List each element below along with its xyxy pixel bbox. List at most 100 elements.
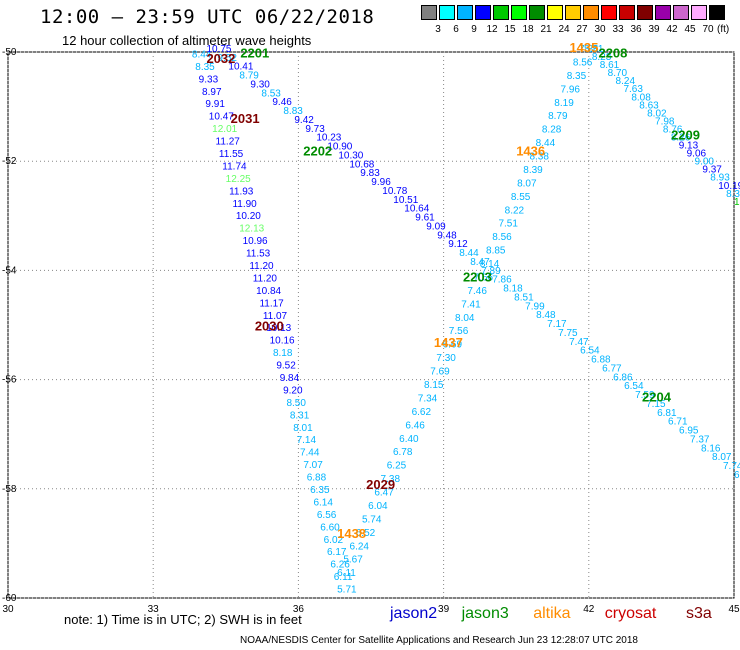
wave-height-value: 7.86 (579, 44, 599, 55)
wave-height-value: 8.22 (505, 205, 525, 216)
wave-height-value: 7.38 (381, 474, 401, 485)
wave-height-value: 7.44 (300, 448, 320, 459)
legend-swatch (421, 5, 437, 20)
wave-height-value: 8.04 (455, 313, 475, 324)
wave-height-value: 8.97 (202, 87, 222, 98)
satellite-name: cryosat (604, 605, 657, 622)
wave-height-value: 10.78 (382, 186, 407, 197)
wave-height-value: 6.95 (679, 426, 699, 437)
wave-height-value: 8.02 (647, 108, 667, 119)
wave-height-value: 6.81 (657, 408, 677, 419)
wave-height-value: 12.01 (212, 124, 237, 135)
pass-time-label: 2208 (598, 45, 627, 60)
pass-time-label: 2201 (240, 45, 269, 60)
legend-label: 18 (522, 24, 534, 35)
wave-height-value: 7.66 (474, 272, 494, 283)
wave-height-value: 7.07 (303, 460, 323, 471)
wave-height-value: 7.89 (481, 266, 501, 277)
wave-height-value: 8.18 (503, 284, 523, 295)
legend-label: 39 (648, 24, 660, 35)
legend-swatch (673, 5, 689, 20)
wave-height-value: 11.74 (222, 161, 247, 172)
lon-label: 42 (583, 604, 595, 615)
wave-height-value: 11.90 (232, 199, 257, 210)
legend-label: 30 (594, 24, 606, 35)
legend-swatch (637, 5, 653, 20)
wave-height-value: 8.47 (470, 257, 490, 268)
lon-label: 30 (2, 604, 14, 615)
wave-height-value: 8.55 (511, 192, 531, 203)
wave-height-value: 8.56 (492, 232, 512, 243)
wave-height-value: 8.24 (616, 76, 636, 87)
wave-height-value: 7.34 (418, 393, 438, 404)
wave-height-value: 7.30 (436, 353, 456, 364)
pass-time-label: 2209 (671, 127, 700, 142)
pass-time-label: 1435 (569, 40, 598, 55)
wave-height-value: 8.79 (548, 111, 568, 122)
legend-swatch (619, 5, 635, 20)
wave-height-value: 9.42 (294, 115, 314, 126)
map-note: note: 1) Time is in UTC; 2) SWH is in fe… (64, 612, 302, 627)
wave-height-value: 6.77 (602, 363, 622, 374)
wave-height-value: 8.18 (273, 348, 293, 359)
satellite-name: jason2 (390, 605, 438, 622)
wave-height-value: 6.60 (320, 522, 340, 533)
legend-swatch (655, 5, 671, 20)
lon-label: 36 (293, 604, 305, 615)
legend-label: 15 (504, 24, 516, 35)
wave-height-value: 5.67 (343, 555, 363, 566)
wave-height-value: 6.88 (307, 473, 327, 484)
wave-height-value: 7.47 (569, 337, 589, 348)
wave-height-value: 8.26 (671, 133, 691, 144)
wave-height-value: 11.20 (249, 261, 274, 272)
wave-height-value: 9.37 (702, 165, 722, 176)
pass-time-label: 2031 (231, 111, 260, 126)
wave-height-value: 9.84 (280, 373, 300, 384)
wave-height-value: 8.28 (542, 125, 562, 136)
wave-height-value: 8.76 (663, 124, 683, 135)
wave-height-value: 6.54 (624, 381, 644, 392)
legend-swatch (583, 5, 599, 20)
wave-height-value: 8.08 (631, 92, 651, 103)
lon-label: 45 (728, 604, 740, 615)
map-title: 12:00 – 23:59 UTC 06/22/2018 (40, 6, 375, 28)
wave-height-value: 8.56 (573, 57, 593, 68)
wave-height-value: 6.40 (399, 434, 419, 445)
wave-height-value: 8.01 (293, 423, 313, 434)
wave-height-value: 8.70 (608, 68, 628, 79)
wave-height-value: 9.33 (199, 74, 219, 85)
pass-time-label: 1437 (434, 335, 463, 350)
pass-time-label: 2029 (366, 477, 395, 492)
legend-swatch (565, 5, 581, 20)
wave-height-value: 10.68 (349, 159, 374, 170)
wave-height-value: 10.16 (270, 336, 295, 347)
wave-height-value: 8.44 (192, 49, 212, 60)
wave-height-value: 7.41 (461, 299, 481, 310)
wave-height-value: 11.27 (216, 137, 241, 148)
legend-swatch (439, 5, 455, 20)
wave-height-value: 7.69 (430, 367, 450, 378)
lat-label: -50 (2, 47, 17, 58)
wave-height-value: 9.00 (695, 157, 715, 168)
wave-height-value: 8.44 (536, 138, 556, 149)
wave-height-value: 10.41 (228, 62, 253, 73)
wave-height-value: 7.63 (623, 84, 643, 95)
wave-height-value: 6.69 (443, 340, 463, 351)
wave-height-value: 7.74 (723, 461, 740, 472)
wave-height-value: 11.17 (259, 298, 284, 309)
wave-height-value: 8.35 (567, 71, 587, 82)
legend-label: 6 (453, 24, 459, 35)
pass-time-label: 2203 (463, 269, 492, 284)
pass-time-label: 1438 (337, 526, 366, 541)
wave-height-value: 6.11 (334, 572, 353, 583)
wave-height-value: 10.30 (338, 150, 363, 161)
wave-height-value: 7.37 (690, 434, 710, 445)
wave-height-value: 6.71 (668, 417, 688, 428)
wave-height-value: 10.64 (404, 204, 429, 215)
wave-height-value: 9.13 (679, 141, 699, 152)
wave-height-value: 7.14 (297, 435, 317, 446)
wave-height-value: 12.13 (239, 224, 264, 235)
wave-height-value: 6.02 (324, 535, 344, 546)
wave-height-value: 8.79 (239, 71, 259, 82)
wave-height-value: 6.56 (317, 510, 337, 521)
